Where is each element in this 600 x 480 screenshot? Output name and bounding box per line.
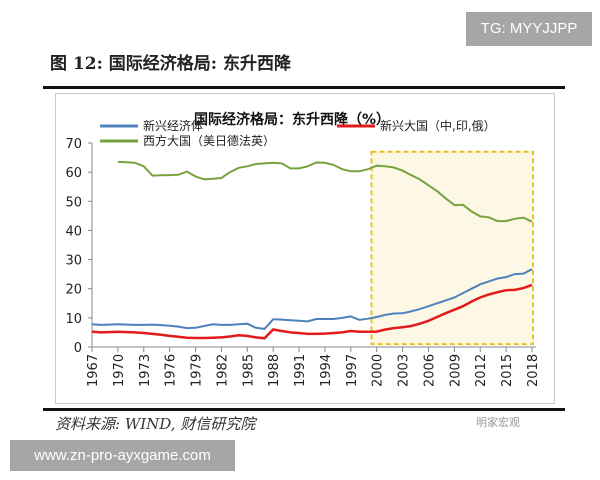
legend: 新兴经济体 新兴大国（中,印,俄） 西方大国（美日德法英） [100, 118, 496, 148]
x-tick-label: 1970 [112, 354, 127, 387]
y-tick-label: 60 [65, 166, 82, 181]
x-tick-label: 1988 [267, 354, 282, 387]
series-line-0 [91, 268, 533, 330]
y-tick-label: 70 [65, 137, 82, 152]
x-tick-label: 1991 [293, 354, 308, 387]
y-tick-label: 50 [65, 195, 82, 210]
x-tick-label: 2006 [422, 354, 437, 387]
top-rule [43, 86, 565, 89]
x-tick-label: 1976 [164, 354, 179, 387]
legend-label: 新兴经济体 [143, 118, 203, 133]
x-tick-label: 2000 [371, 354, 386, 387]
highlight-region [370, 150, 534, 346]
source-note: 资料来源: WIND, 财信研究院 [55, 415, 256, 433]
y-tick-label: 20 [65, 283, 82, 298]
watermark-bottom: www.zn-pro-ayxgame.com [10, 440, 235, 471]
chart-frame [55, 93, 555, 404]
chart-title: 国际经济格局：东升西降（%） [194, 111, 390, 128]
x-tick-label: 1994 [319, 354, 334, 387]
legend-label: 新兴大国（中,印,俄） [380, 118, 496, 133]
x-tick-label: 2018 [526, 354, 541, 387]
logo-watermark: 明家宏观 [476, 416, 520, 429]
x-tick-label: 1967 [86, 354, 101, 387]
series-line-2 [117, 160, 533, 223]
legend-label: 西方大国（美日德法英） [143, 133, 275, 148]
x-tick-label: 2003 [397, 354, 412, 387]
y-tick-label: 30 [65, 254, 82, 269]
watermark-top: TG: MYYJJPP [466, 12, 592, 46]
x-tick-label: 1997 [345, 354, 360, 387]
y-tick-label: 10 [65, 312, 82, 327]
series-line-1 [91, 283, 533, 340]
x-tick-label: 1979 [190, 354, 205, 387]
bottom-rule [43, 408, 565, 411]
x-tick-label: 2009 [448, 354, 463, 387]
x-tick-label: 2015 [500, 354, 515, 387]
y-tick-label: 0 [74, 341, 82, 356]
x-tick-label: 2012 [474, 354, 489, 387]
x-tick-label: 1973 [138, 354, 153, 387]
x-tick-label: 1982 [215, 354, 230, 387]
y-tick-label: 40 [65, 224, 82, 239]
figure-title: 图 12: 国际经济格局: 东升西降 [50, 54, 291, 74]
x-tick-label: 1985 [241, 354, 256, 387]
